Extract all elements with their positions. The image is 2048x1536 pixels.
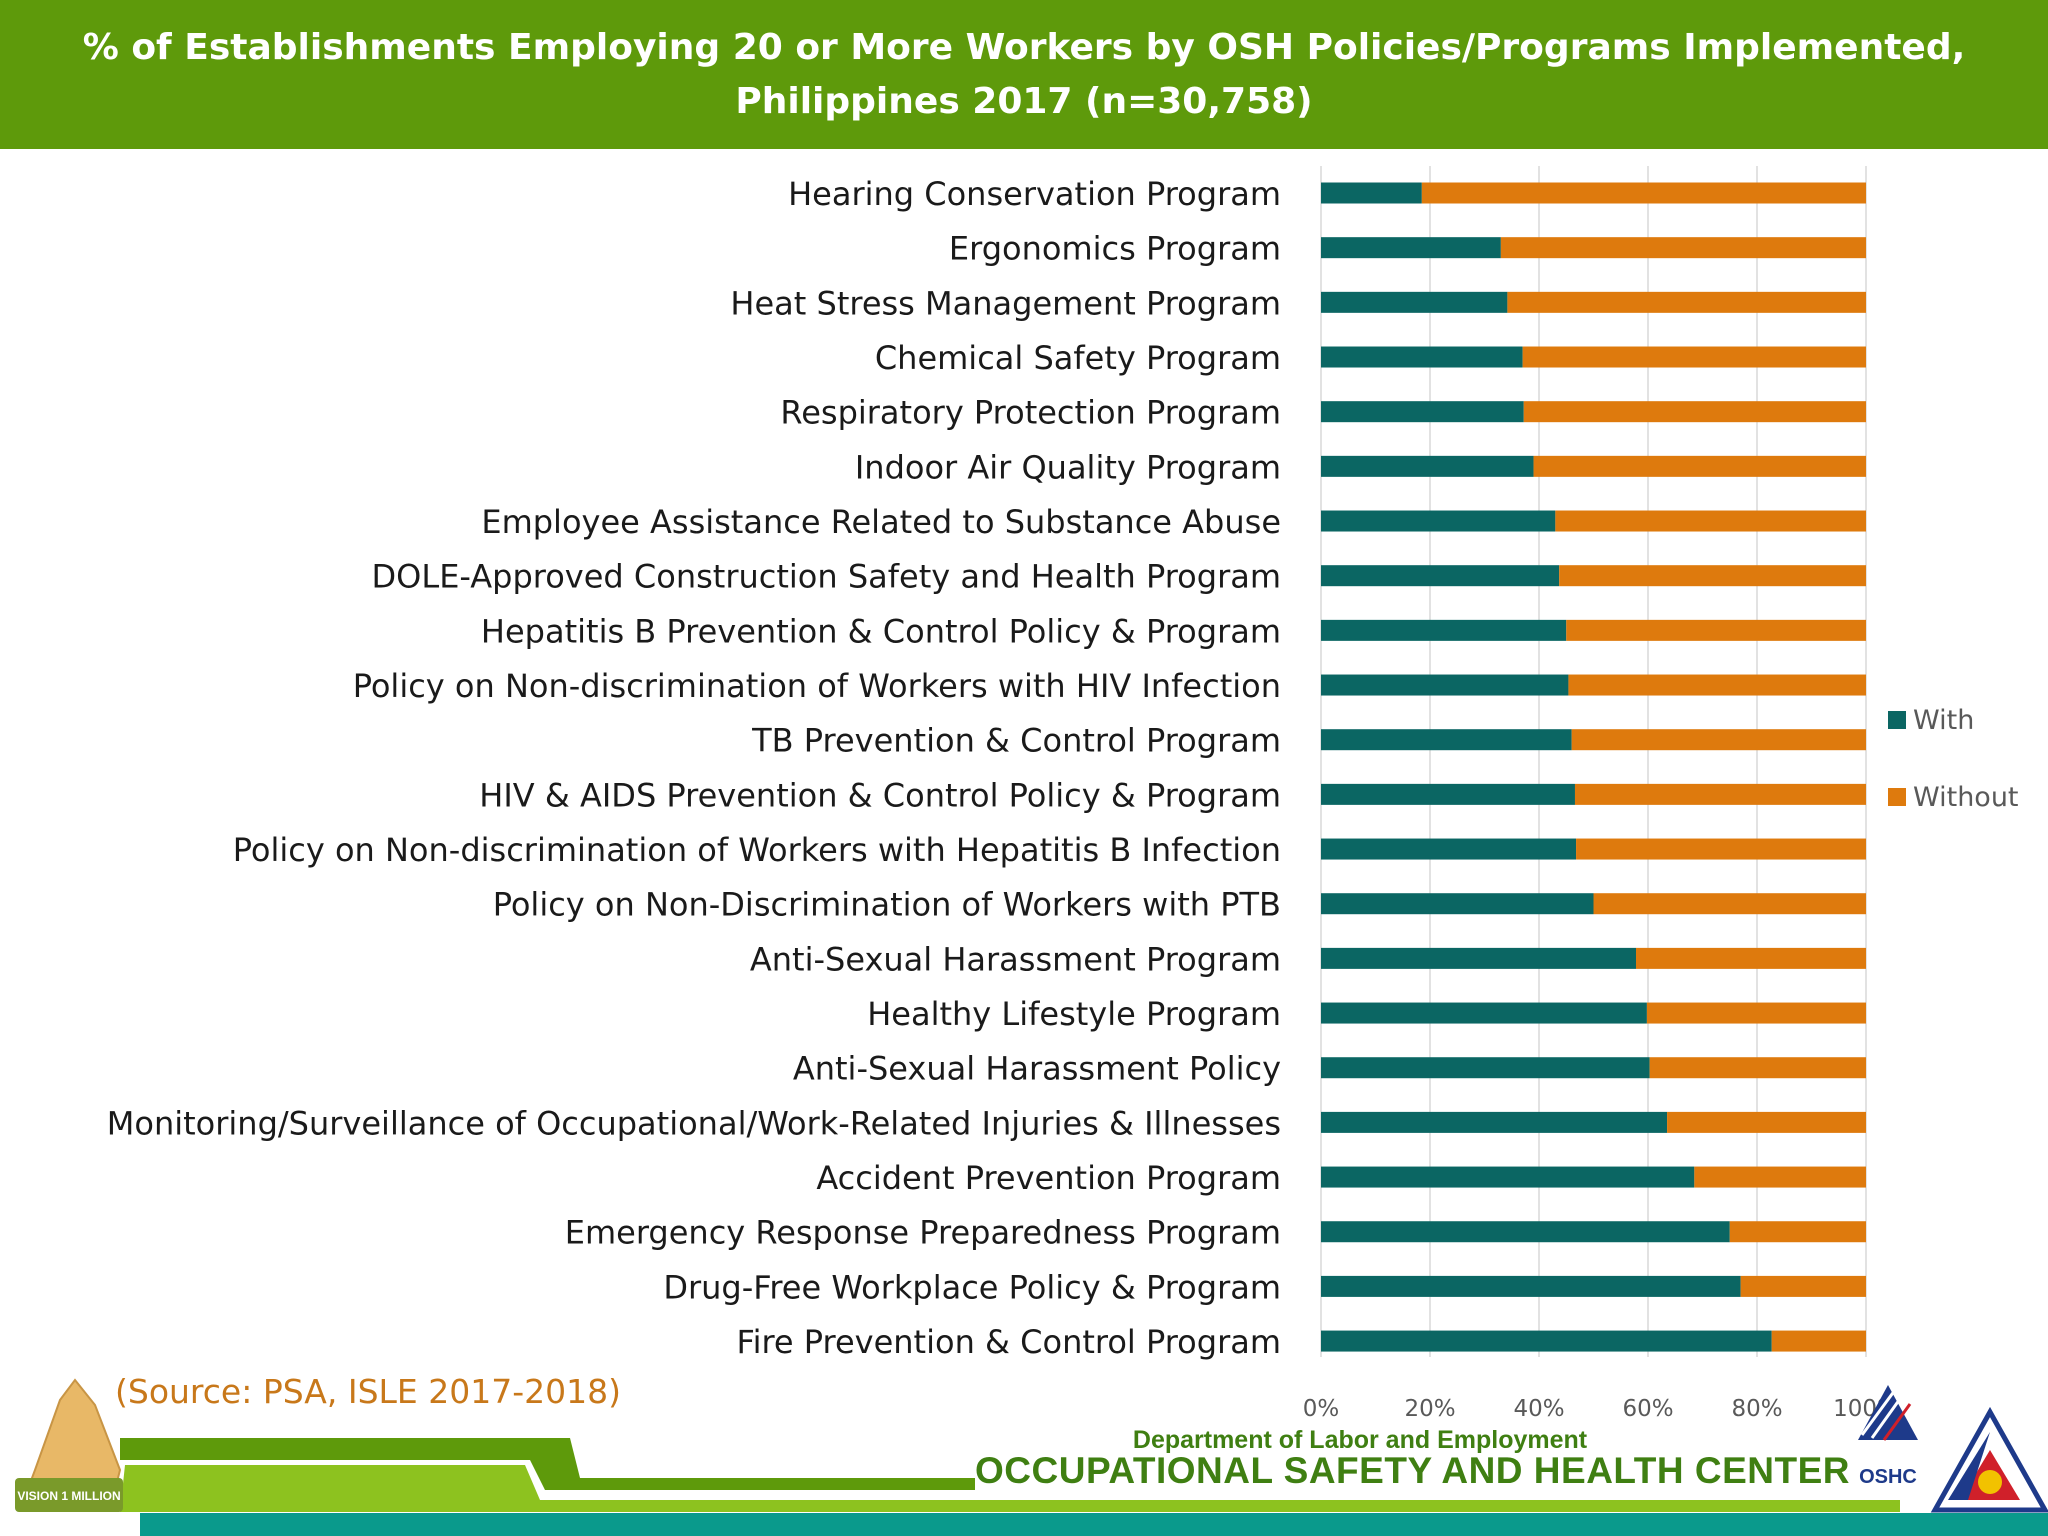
- x-tick-label: 40%: [1513, 1396, 1564, 1422]
- category-label: Hepatitis B Prevention & Control Policy …: [481, 612, 1281, 650]
- bar-with: [1321, 838, 1577, 860]
- category-labels: Hearing Conservation Program Ergonomics P…: [107, 175, 1281, 1361]
- category-label: DOLE-Approved Construction Safety and He…: [372, 558, 1281, 596]
- stacked-bar-chart: Hearing Conservation Program Ergonomics P…: [107, 166, 2019, 1422]
- category-label: Hearing Conservation Program: [788, 175, 1281, 213]
- category-label: Indoor Air Quality Program: [855, 448, 1281, 486]
- chart-title-line-1: % of Establishments Employing 20 or More…: [82, 26, 1966, 68]
- bar-with: [1321, 674, 1569, 696]
- category-label: Respiratory Protection Program: [780, 394, 1281, 432]
- title-banner: % of Establishments Employing 20 or More…: [0, 0, 2048, 149]
- center-name: OCCUPATIONAL SAFETY AND HEALTH CENTER: [975, 1450, 1850, 1491]
- legend: With Without: [1888, 705, 2019, 813]
- bar-with: [1321, 619, 1567, 641]
- bar-without: [1533, 455, 1866, 477]
- bar-with: [1321, 401, 1524, 423]
- bar-without: [1523, 401, 1866, 423]
- bar-with: [1321, 455, 1534, 477]
- bar-without: [1500, 237, 1866, 259]
- bar-without: [1507, 291, 1866, 313]
- category-label: TB Prevention & Control Program: [751, 722, 1281, 760]
- category-label: Anti-Sexual Harassment Program: [750, 940, 1281, 978]
- category-label: Monitoring/Surveillance of Occupational/…: [107, 1104, 1281, 1142]
- vision-logo-icon: VISION 1 MILLION: [15, 1378, 123, 1512]
- bars: [1321, 182, 1866, 1352]
- x-tick-label: 60%: [1622, 1396, 1673, 1422]
- bar-with: [1321, 1166, 1695, 1188]
- bar-with: [1321, 1002, 1647, 1024]
- oshc-logo-text: OSHC: [1859, 1466, 1917, 1488]
- bar-with: [1321, 291, 1508, 313]
- legend-swatch-without: [1888, 788, 1906, 806]
- category-label: Policy on Non-discrimination of Workers …: [353, 667, 1281, 705]
- chart-title-line-2: Philippines 2017 (n=30,758): [735, 80, 1313, 122]
- x-tick-labels: 0% 20% 40% 60% 80% 100%: [1303, 1396, 1899, 1422]
- source-note: (Source: PSA, ISLE 2017-2018): [115, 1372, 621, 1411]
- department-name: Department of Labor and Employment: [1132, 1426, 1588, 1454]
- bar-without: [1566, 619, 1866, 641]
- bar-with: [1321, 1330, 1772, 1352]
- bar-without: [1646, 1002, 1866, 1024]
- bar-with: [1321, 783, 1575, 805]
- category-label: Chemical Safety Program: [875, 339, 1281, 377]
- bar-without: [1636, 947, 1866, 969]
- bar-with: [1321, 1111, 1668, 1133]
- bar-with: [1321, 346, 1523, 368]
- footer-decoration: VISION 1 MILLION OSHC: [15, 1378, 2048, 1536]
- category-label: HIV & AIDS Prevention & Control Policy &…: [479, 776, 1281, 814]
- bar-with: [1321, 1275, 1741, 1297]
- oshc-logo-icon: OSHC: [1858, 1385, 1918, 1488]
- bar-without: [1740, 1275, 1866, 1297]
- bar-without: [1571, 729, 1866, 751]
- legend-label-with: With: [1913, 705, 1974, 736]
- bar-without: [1522, 346, 1866, 368]
- x-tick-label: 80%: [1731, 1396, 1782, 1422]
- bar-with: [1321, 237, 1501, 259]
- bar-without: [1694, 1166, 1866, 1188]
- bar-with: [1321, 510, 1556, 532]
- legend-swatch-with: [1888, 711, 1906, 729]
- category-label: Ergonomics Program: [949, 230, 1281, 268]
- bar-without: [1649, 1057, 1866, 1079]
- bar-with: [1321, 1221, 1730, 1243]
- bar-without: [1593, 893, 1866, 915]
- category-label: Drug-Free Workplace Policy & Program: [663, 1268, 1281, 1306]
- category-label: Anti-Sexual Harassment Policy: [793, 1050, 1281, 1088]
- category-label: Policy on Non-discrimination of Workers …: [233, 831, 1281, 869]
- legend-label-without: Without: [1913, 782, 2019, 813]
- category-label: Employee Assistance Related to Substance…: [481, 503, 1281, 541]
- bar-with: [1321, 182, 1422, 204]
- bar-with: [1321, 565, 1560, 587]
- category-label: Heat Stress Management Program: [730, 284, 1281, 322]
- bar-without: [1555, 510, 1866, 532]
- x-tick-label: 20%: [1404, 1396, 1455, 1422]
- bar-without: [1568, 674, 1866, 696]
- vision-logo-text: VISION 1 MILLION: [17, 1489, 120, 1503]
- bar-without: [1729, 1221, 1866, 1243]
- bar-without: [1559, 565, 1866, 587]
- bar-without: [1421, 182, 1866, 204]
- bar-with: [1321, 893, 1594, 915]
- category-label: Accident Prevention Program: [816, 1159, 1281, 1197]
- category-label: Emergency Response Preparedness Program: [565, 1214, 1281, 1252]
- category-label: Healthy Lifestyle Program: [867, 995, 1281, 1033]
- bar-without: [1576, 838, 1866, 860]
- bar-with: [1321, 947, 1637, 969]
- category-label: Fire Prevention & Control Program: [736, 1323, 1281, 1361]
- bar-with: [1321, 729, 1572, 751]
- x-tick-label: 0%: [1303, 1396, 1340, 1422]
- category-label: Policy on Non-Discrimination of Workers …: [493, 886, 1281, 924]
- bar-with: [1321, 1057, 1650, 1079]
- dole-logo-icon: [1930, 1406, 2048, 1513]
- bar-without: [1667, 1111, 1866, 1133]
- bar-without: [1574, 783, 1866, 805]
- bar-without: [1771, 1330, 1866, 1352]
